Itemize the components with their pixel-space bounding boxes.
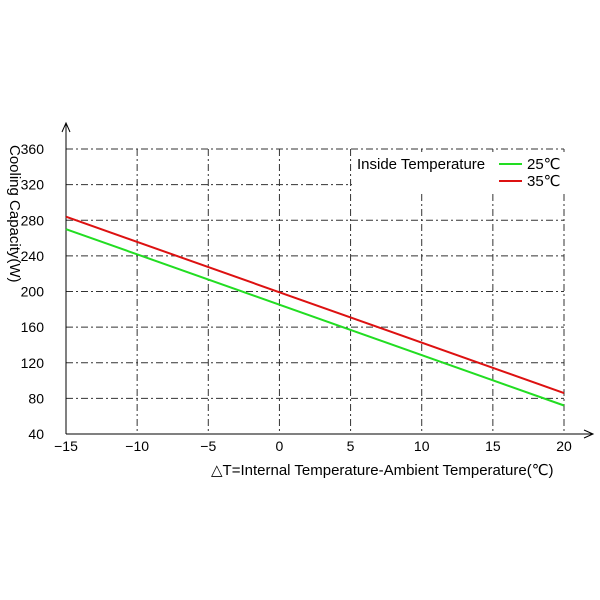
y-tick-label: 120 [21,355,45,371]
x-axis-title: △T=Internal Temperature-Ambient Temperat… [211,462,554,479]
x-tick-label: 0 [276,438,284,454]
y-axis-arrow [61,121,71,133]
x-tick-label: 10 [414,438,430,454]
y-tick-label: 160 [21,319,45,335]
x-axis-arrow [583,429,595,439]
legend-label: 35℃ [527,173,561,190]
axes [61,121,595,439]
series-layer [65,215,565,407]
y-tick-label: 200 [21,284,45,300]
legend-title: Inside Temperature [357,156,485,173]
series-line-25c [65,228,565,407]
y-tick-label: 80 [28,390,44,406]
x-tick-label: −5 [200,438,216,454]
x-tick-label: −15 [54,438,78,454]
legend: 25℃35℃ [499,156,561,190]
x-tick-label: 15 [485,438,501,454]
x-tick-label: 20 [556,438,572,454]
y-tick-label: 360 [21,141,45,157]
series-line-35c [65,215,565,394]
y-tick-label: 40 [28,426,44,442]
y-tick-label: 320 [21,177,45,193]
tick-labels: 40 80 120 160 200 240 280 320 360 −15 −10 −5 0 5 10 15 2… [21,141,572,454]
legend-label: 25℃ [527,156,561,173]
y-axis-title: Cooling Capacity(W) [6,145,23,283]
legend-background [352,152,567,193]
y-tick-label: 280 [21,212,45,228]
y-tick-label: 240 [21,248,45,264]
x-tick-label: 5 [347,438,355,454]
x-tick-label: −10 [125,438,149,454]
